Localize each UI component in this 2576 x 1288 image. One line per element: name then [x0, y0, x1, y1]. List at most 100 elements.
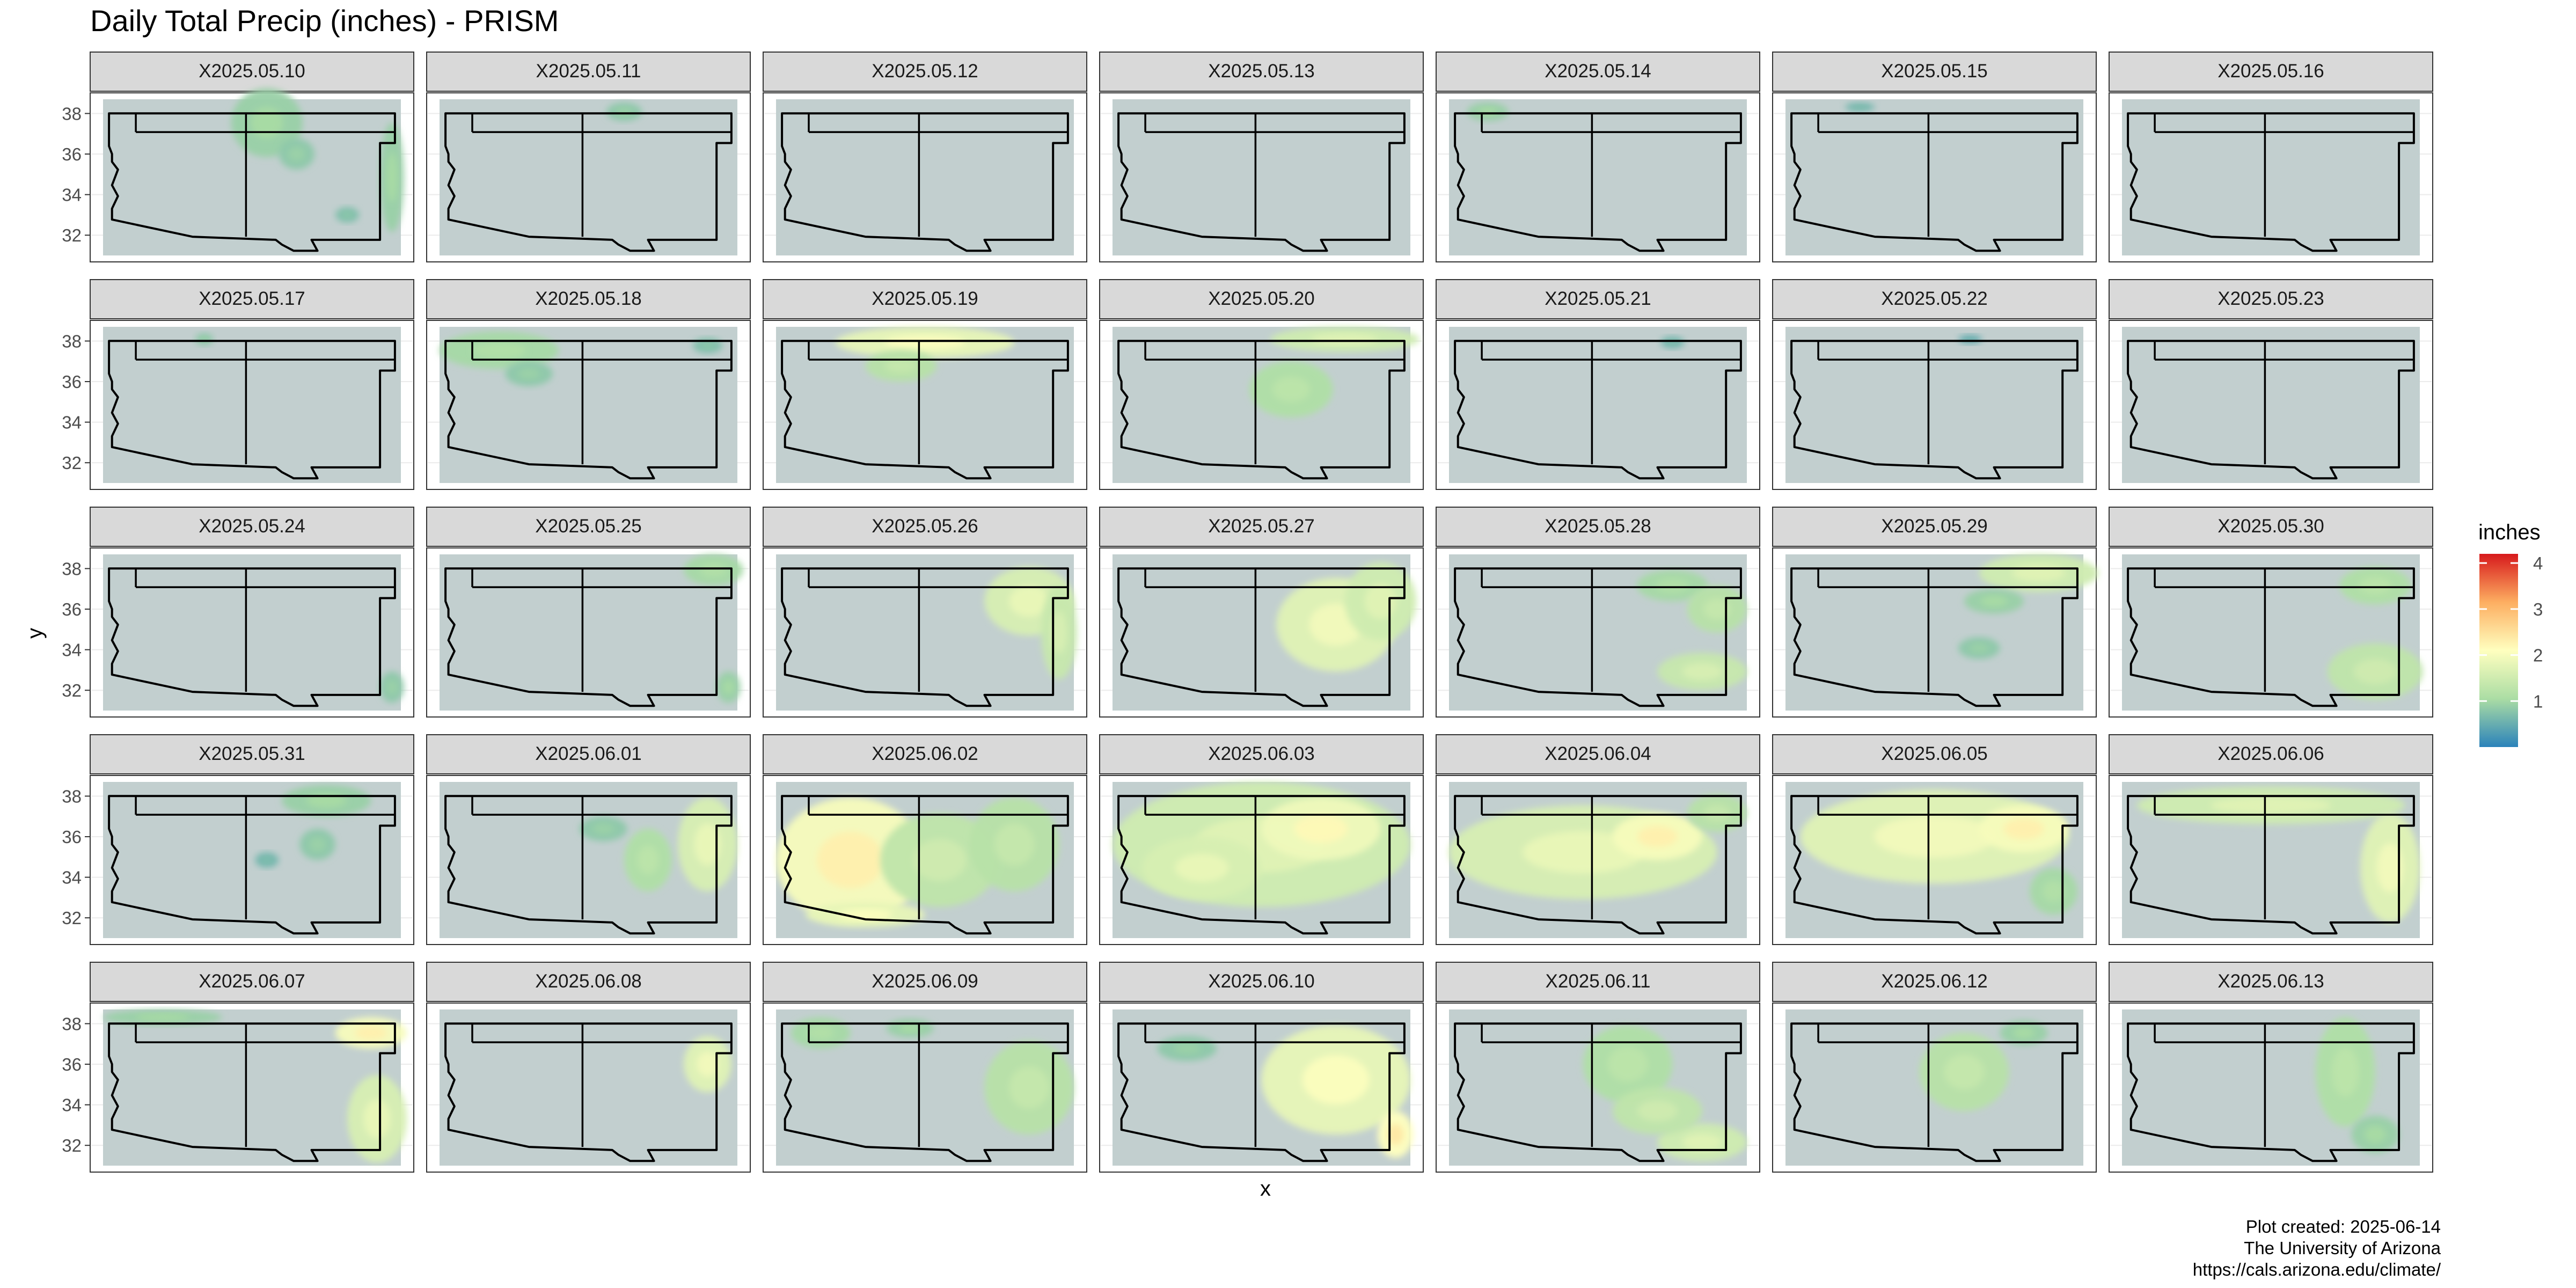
state-boundary: [108, 340, 396, 480]
state-boundary: [1454, 340, 1742, 480]
facet-label: X2025.06.03: [1208, 743, 1315, 764]
state-boundary: [2127, 1022, 2415, 1162]
facet-panel: X2025.05.15: [1772, 52, 2097, 262]
facet-panel: X2025.05.19: [763, 279, 1087, 490]
y-tick-label: 34: [62, 1095, 82, 1115]
facet-label: X2025.06.07: [199, 971, 305, 992]
facet-label: X2025.05.19: [872, 288, 978, 309]
facet-strip: [1772, 279, 2097, 319]
facet-panel: X2025.05.11: [426, 52, 751, 262]
facet-strip: [1099, 279, 1424, 319]
precip-core: [251, 107, 283, 138]
precip-core: [723, 680, 734, 694]
y-axis-label: y: [23, 628, 47, 639]
state-boundary: [444, 567, 733, 707]
facet-strip: [90, 52, 414, 92]
state-boundary: [1454, 795, 1742, 935]
precip-core: [261, 856, 273, 864]
facet-panel: X2025.05.26: [763, 507, 1087, 718]
legend-tick-label: 4: [2533, 553, 2543, 573]
facet-panel: X2025.05.30: [2109, 507, 2433, 718]
state-boundary: [2127, 795, 2415, 935]
state-boundary: [108, 795, 396, 935]
facet-label: X2025.05.24: [199, 516, 305, 537]
precip-core: [817, 832, 884, 888]
precip-core: [1874, 815, 1995, 858]
facet-label: X2025.05.30: [2218, 516, 2324, 537]
raster-background: [2122, 99, 2420, 255]
facet-strip: [1772, 734, 2097, 774]
raster-background: [1449, 99, 1747, 255]
facet-panel: X2025.06.08: [426, 962, 751, 1173]
precip-core: [342, 211, 353, 218]
facet-panel: X2025.06.02: [763, 734, 1087, 945]
facet-label: X2025.05.20: [1208, 288, 1315, 309]
facet-strip: [90, 962, 414, 1002]
facet-strip: [763, 52, 1087, 92]
precip-core: [2003, 818, 2044, 839]
state-boundary: [1117, 340, 1406, 480]
precip-core: [472, 341, 526, 359]
facet-panel: X2025.05.23: [2109, 279, 2433, 490]
precip-core: [1637, 826, 1678, 847]
y-tick-label: 38: [62, 786, 82, 806]
precip-core: [2011, 565, 2066, 582]
precip-core: [2376, 843, 2404, 892]
raster-background: [440, 554, 737, 711]
facet-panel: X2025.05.13: [1099, 52, 1424, 262]
facet-label: X2025.05.18: [535, 288, 642, 309]
facet-strip: [426, 734, 751, 774]
legend-tick-label: 3: [2533, 599, 2543, 619]
state-boundary: [2127, 112, 2415, 252]
precip-core: [637, 846, 659, 874]
y-tick-label: 32: [62, 680, 82, 700]
facet-panel: X2025.05.14: [1436, 52, 1760, 262]
facet-panel: X2025.05.24 32 34 36 38: [62, 507, 414, 718]
precip-core: [1523, 831, 1644, 874]
state-boundary: [781, 1022, 1069, 1162]
legend-colorbar: [2479, 554, 2518, 747]
facet-label: X2025.05.13: [1208, 61, 1315, 82]
precip-core: [694, 823, 721, 866]
facet-panel: X2025.06.07 32 34 36 38: [62, 962, 414, 1173]
facet-label: X2025.06.01: [535, 743, 642, 764]
precip-core: [1944, 1054, 1985, 1090]
facet-grid: X2025.05.10 32 34 36 38 X2025.05.11 X2025.05.1…: [62, 52, 2433, 1173]
precip-core: [701, 342, 714, 349]
y-tick-label: 36: [62, 827, 82, 847]
facet-label: X2025.06.09: [872, 971, 978, 992]
precip-core: [700, 563, 727, 577]
facet-strip: [1099, 52, 1424, 92]
x-axis-label: x: [1260, 1177, 1271, 1201]
state-boundary: [1790, 795, 2079, 935]
facet-strip: [426, 507, 751, 547]
facet-panel: X2025.06.09: [763, 962, 1087, 1173]
raster-background: [1113, 99, 1410, 255]
legend-tick-label: 2: [2533, 646, 2543, 665]
raster-background: [103, 327, 401, 483]
facet-panel: X2025.06.10: [1099, 962, 1424, 1173]
facet-strip: [2109, 52, 2433, 92]
precip-core: [355, 1026, 387, 1040]
raster-background: [440, 99, 737, 255]
precip-core: [306, 793, 347, 808]
facet-label: X2025.06.10: [1208, 971, 1315, 992]
facet-label: X2025.05.10: [199, 61, 305, 82]
facet-strip: [1772, 962, 2097, 1002]
facet-strip: [2109, 734, 2433, 774]
state-boundary: [444, 795, 733, 935]
y-tick-label: 38: [62, 1014, 82, 1034]
state-boundary: [1117, 1022, 1406, 1162]
facet-label: X2025.05.16: [2218, 61, 2324, 82]
precip-core: [386, 152, 398, 202]
y-tick-label: 32: [62, 225, 82, 245]
facet-panel: X2025.05.21: [1436, 279, 1760, 490]
facet-label: X2025.06.02: [872, 743, 978, 764]
y-tick-label: 34: [62, 868, 82, 888]
y-tick-label: 32: [62, 1136, 82, 1155]
legend-tick-label: 1: [2533, 691, 2543, 711]
state-boundary: [1117, 795, 1406, 935]
precip-core: [592, 823, 614, 835]
facet-panel: X2025.05.27: [1099, 507, 1424, 718]
precip-core: [994, 823, 1035, 866]
